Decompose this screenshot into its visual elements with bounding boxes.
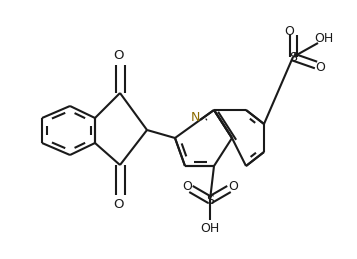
Text: O: O: [182, 181, 192, 193]
Text: O: O: [113, 198, 123, 212]
Text: O: O: [284, 25, 294, 38]
Text: O: O: [113, 48, 123, 61]
Text: N: N: [190, 111, 200, 124]
Text: OH: OH: [200, 221, 220, 234]
Text: S: S: [206, 193, 214, 206]
Text: S: S: [289, 51, 297, 63]
Text: OH: OH: [315, 32, 334, 45]
Text: O: O: [315, 61, 325, 74]
Text: O: O: [228, 181, 238, 193]
